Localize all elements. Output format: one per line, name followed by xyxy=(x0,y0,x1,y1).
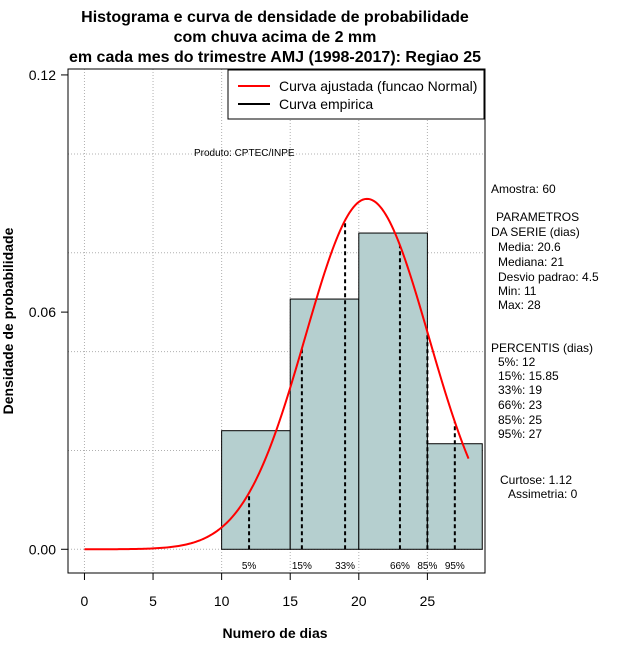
chart-title-line-1: Histograma e curva de densidade de proba… xyxy=(81,9,469,26)
y-tick-label-0: 0.00 xyxy=(29,541,56,557)
percentile-95: 95%: 27 xyxy=(498,427,542,441)
param-max: Max: 28 xyxy=(498,298,541,312)
normal-curve xyxy=(84,197,470,551)
product-label: Produto: CPTEC/INPE xyxy=(194,148,295,159)
sample-size: Amostra: 60 xyxy=(491,182,556,196)
kurtosis: Curtose: 1.12 xyxy=(500,473,572,487)
percentile-label-0: 5% xyxy=(242,561,257,572)
percentile-33: 33%: 19 xyxy=(498,383,542,397)
bars-layer xyxy=(221,232,483,550)
percentiles-header: PERCENTIS (dias) xyxy=(491,341,593,355)
plot-frame xyxy=(67,68,486,574)
y-axis-title: Densidade de probabilidade xyxy=(0,227,16,414)
percentile-66: 66%: 23 xyxy=(498,398,542,412)
percentile-label-3: 66% xyxy=(390,561,410,572)
params-header-1: PARAMETROS xyxy=(496,210,579,224)
curve-layer xyxy=(84,197,470,551)
params-header-2: DA SERIE (dias) xyxy=(491,225,580,239)
percentile-15: 15%: 15.85 xyxy=(498,369,559,383)
legend: Curva ajustada (funcao Normal) Curva emp… xyxy=(227,69,485,120)
stats-panel: Amostra: 60 PARAMETROS DA SERIE (dias) M… xyxy=(491,182,599,501)
x-tick-label-0: 0 xyxy=(81,593,89,609)
chart-title-line-2: com chuva acima de 2 mm xyxy=(174,29,377,46)
percentile-label-2: 33% xyxy=(335,561,355,572)
param-median: Mediana: 21 xyxy=(498,255,564,269)
chart-title-line-3: em cada mes do trimestre AMJ (1998-2017)… xyxy=(69,49,481,66)
param-mean: Media: 20.6 xyxy=(498,240,561,254)
histogram-bar-0 xyxy=(221,430,291,550)
percentile-lines-layer: 5% 15% 33% 66% 85% 95% xyxy=(242,220,465,572)
x-tick-label-1: 5 xyxy=(149,593,157,609)
percentile-5: 5%: 12 xyxy=(498,355,536,369)
x-tick-label-5: 25 xyxy=(420,593,436,609)
y-tick-label-1: 0.06 xyxy=(29,304,56,320)
skewness: Assimetria: 0 xyxy=(508,487,578,501)
param-min: Min: 11 xyxy=(498,284,537,298)
y-tick-label-2: 0.12 xyxy=(29,67,56,83)
percentile-label-5: 95% xyxy=(445,561,465,572)
legend-label-empirical: Curva empirica xyxy=(279,96,373,112)
x-axis-title: Numero de dias xyxy=(222,625,327,641)
x-tick-label-2: 10 xyxy=(214,593,230,609)
param-sd: Desvio padrao: 4.5 xyxy=(498,270,599,284)
percentile-85: 85%: 25 xyxy=(498,413,542,427)
percentile-label-1: 15% xyxy=(292,561,312,572)
histogram-bar-1 xyxy=(289,298,360,550)
legend-box xyxy=(227,69,485,120)
legend-label-normal: Curva ajustada (funcao Normal) xyxy=(279,78,477,94)
x-tick-label-3: 15 xyxy=(282,593,298,609)
histogram-bar-2 xyxy=(358,232,428,550)
x-tick-label-4: 20 xyxy=(351,593,367,609)
percentile-label-4: 85% xyxy=(417,561,437,572)
